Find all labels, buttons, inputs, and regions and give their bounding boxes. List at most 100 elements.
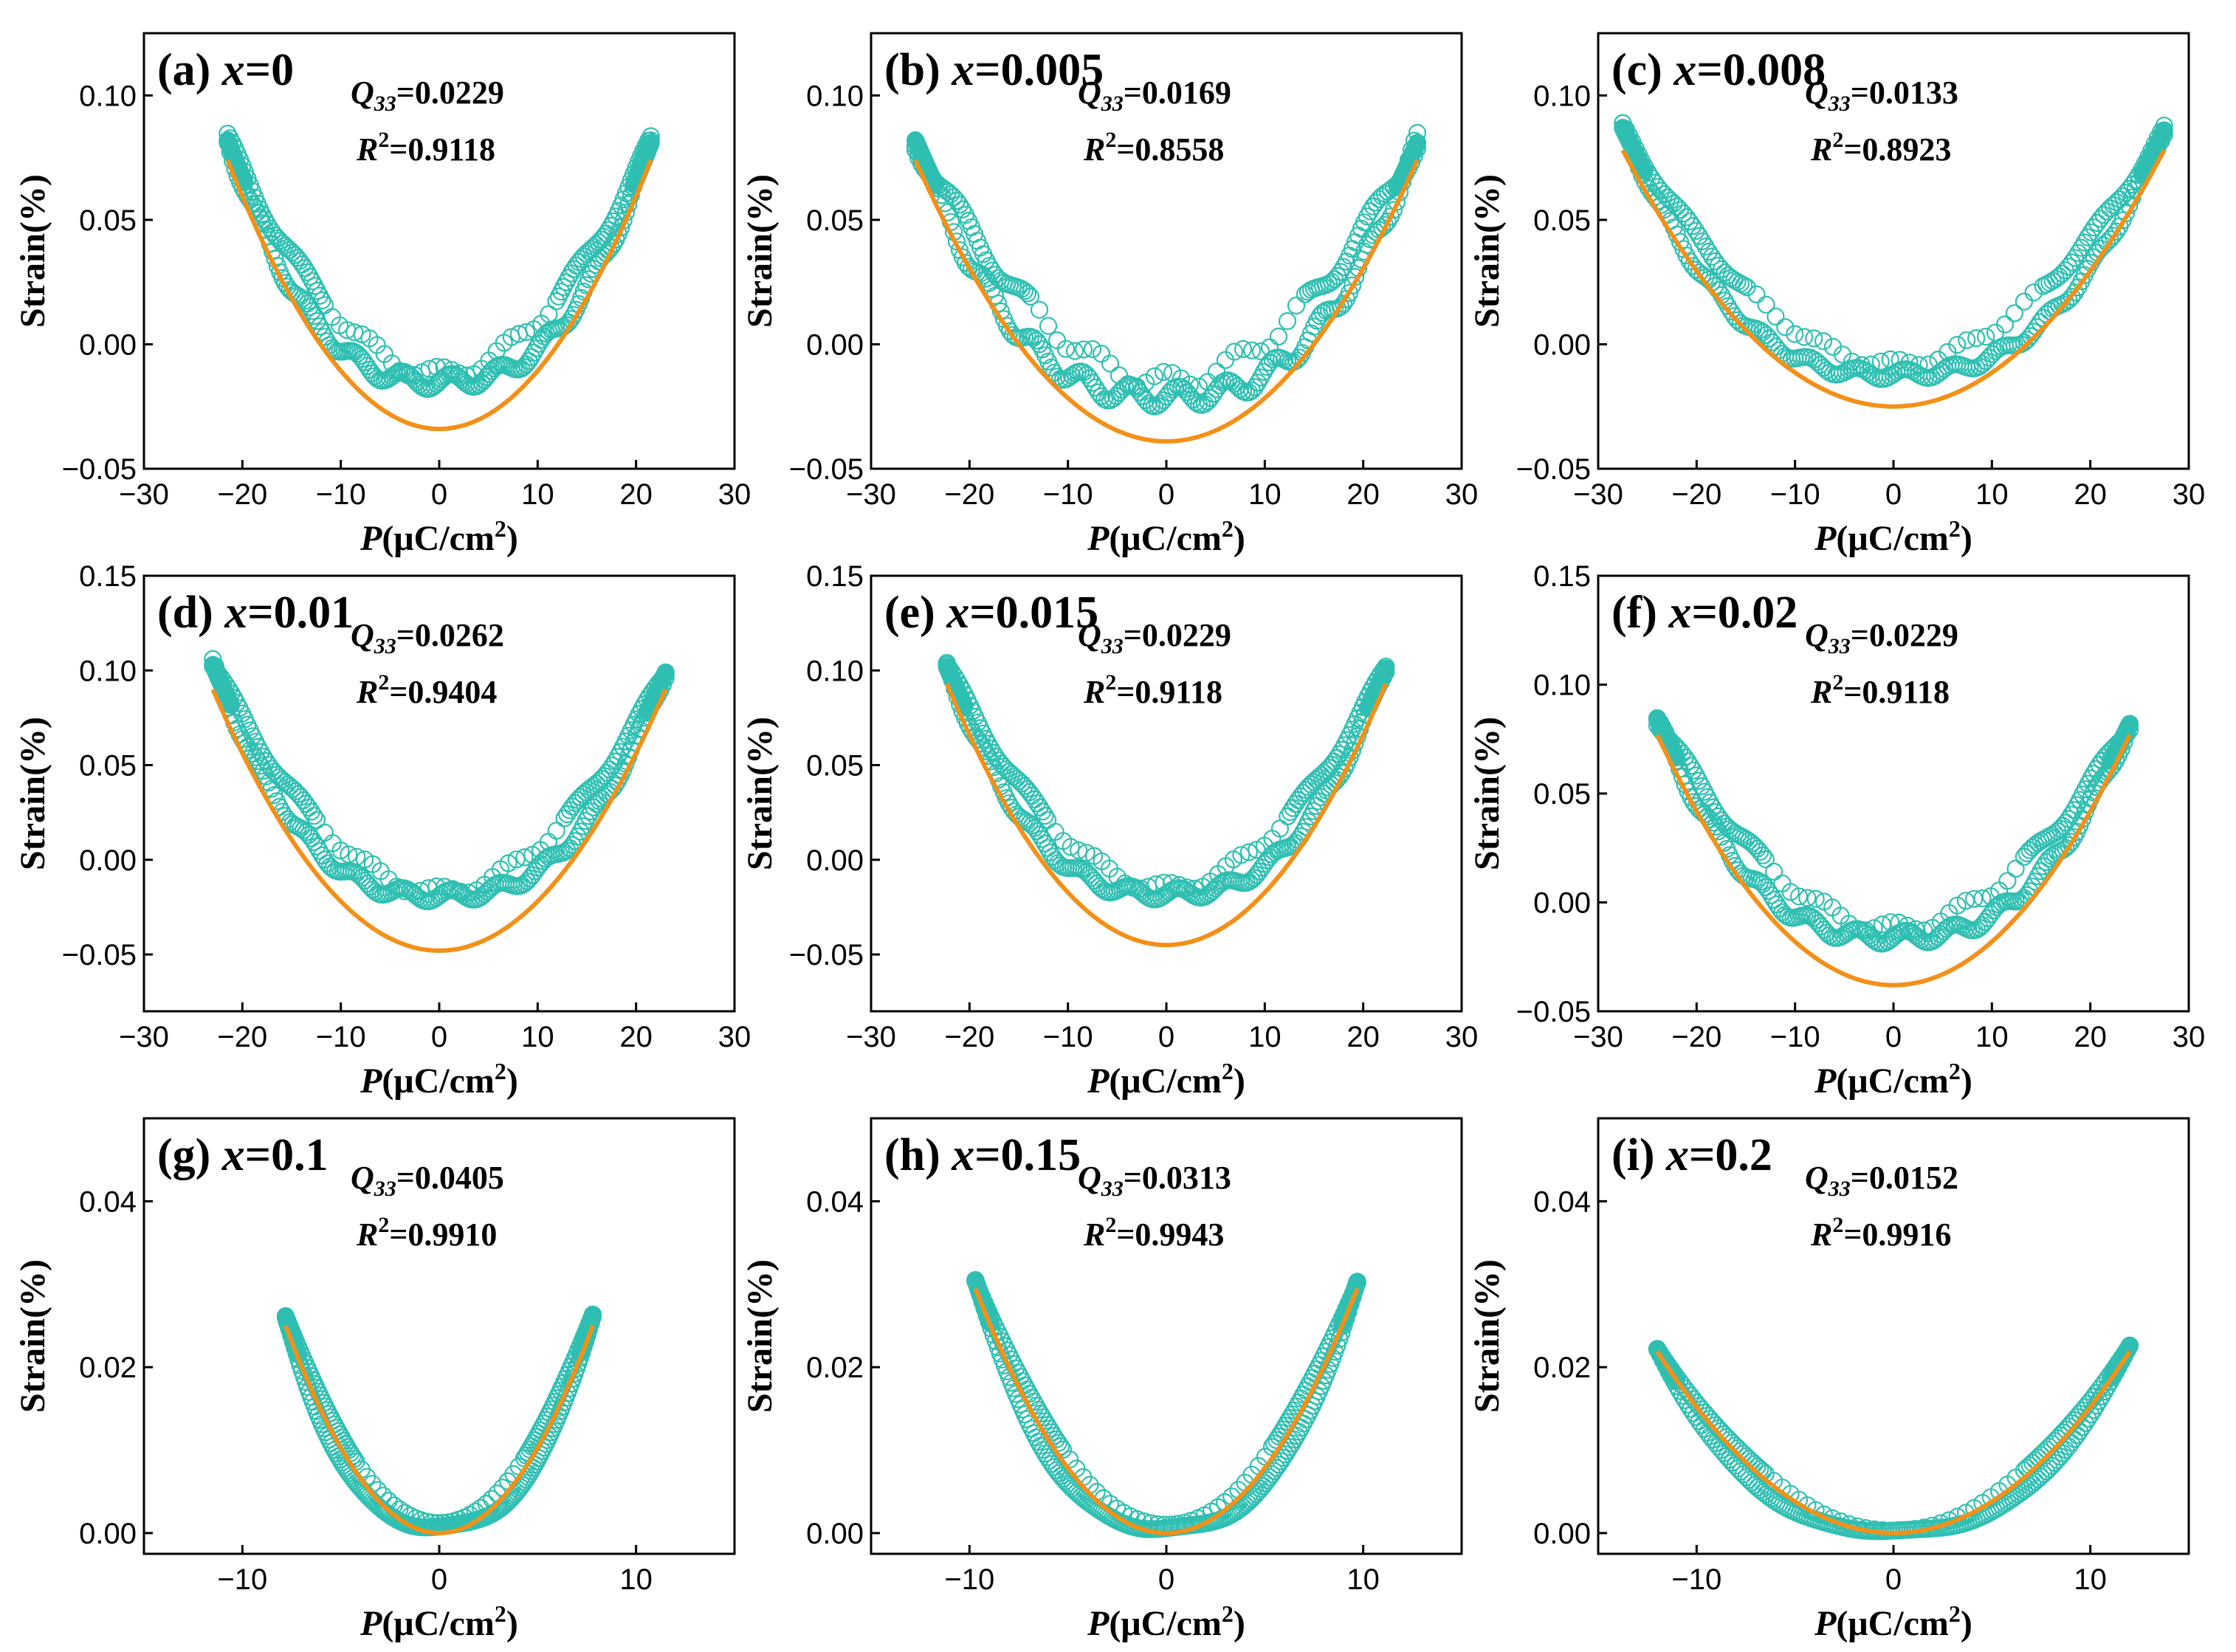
measured-point [1074,363,1093,382]
measured-point [249,751,267,771]
y-tick-label: 0.02 [806,1352,864,1384]
measured-point [2069,244,2088,262]
panel-d: −30 −20 −10 0 10 20 30 −0.05 0.00 0.05 0.10 0.15 Str… [13,560,751,1101]
measured-point [2104,196,2122,215]
measured-point [1862,355,1880,374]
measured-point [579,807,598,825]
measured-point [2082,223,2100,241]
measured-point [1174,380,1194,399]
measured-point [1118,375,1138,393]
measured-point [2065,283,2084,302]
measured-point [2015,333,2033,352]
measured-point [1254,362,1273,381]
measured-point [1136,374,1155,392]
measured-point [1278,312,1297,331]
measured-point [2107,222,2126,241]
x-tick-label: −30 [119,1021,169,1053]
measured-point [1210,376,1229,395]
measured-point [2032,861,2050,881]
measured-point [547,822,565,840]
x-tick-label: 0 [431,1021,447,1053]
measured-point [450,364,469,382]
measured-point [1852,356,1871,374]
fit-curve [1655,1350,2132,1535]
y-tick-label: 0.00 [1533,328,1591,361]
y-tick-label: 0.02 [79,1352,137,1384]
x-tick-label: −10 [1043,478,1093,511]
measured-point [295,259,314,278]
measured-point [906,131,925,150]
y-tick-label: 0.15 [806,560,864,593]
measured-point [605,752,625,771]
measured-point [1900,354,1919,372]
x-tick-label: 10 [2074,1563,2107,1596]
measured-point [340,845,358,864]
measured-point [1680,212,1699,231]
y-axis-title: Strain(%) [13,717,52,870]
measured-point [1251,342,1270,361]
measured-point [1709,256,1727,275]
measured-point [1198,373,1217,391]
measured-point [1377,659,1395,678]
x-axis-title: P(μC/cm2) [1087,1058,1245,1101]
fit-curve [210,688,668,953]
x-axis-title: P(μC/cm2) [360,1600,518,1643]
measured-point [2062,833,2080,851]
measured-point [1767,307,1785,326]
measured-point [1021,287,1040,306]
measured-point [1805,329,1823,348]
measured-point [2104,227,2122,245]
q33-annotation: Q33=0.0313 [1078,1160,1231,1201]
x-axis-title: P(μC/cm2) [360,1058,518,1101]
x-tick-label: 20 [1346,478,1380,511]
y-tick-label: 0.00 [806,844,864,877]
measured-point [1684,257,1702,275]
measured-point [1857,921,1875,940]
y-tick-label: 0.05 [79,750,137,782]
measured-point [1967,329,1986,348]
panel-label: (i) x=0.2 [1611,1130,1772,1180]
measured-point [1239,383,1259,402]
r2-annotation: R2=0.8923 [1810,128,1951,168]
y-axis-title: Strain(%) [1468,717,1507,870]
measured-point [1786,325,1804,343]
measured-point [1092,345,1111,363]
q33-annotation: Q33=0.0229 [1078,617,1231,658]
measured-point [1062,838,1080,856]
measured-point [522,348,540,366]
measured-point [1648,1340,1667,1358]
y-tick-label: 0.05 [79,204,137,237]
measured-point [1973,355,1992,374]
r2-annotation: R2=0.9943 [1083,1213,1224,1253]
measured-point [2029,833,2047,852]
panel-a: −30 −20 −10 0 10 20 30 −0.05 0.00 0.05 0.10 Strain(… [13,32,751,558]
measured-point [1378,212,1397,231]
x-tick-label: 0 [1158,1021,1174,1053]
measured-point [1668,197,1686,216]
y-tick-label: 0.05 [1533,778,1591,810]
measured-point [1719,266,1737,285]
y-tick-label: 0.00 [806,328,864,361]
measured-point [1871,352,1890,371]
measured-point [313,291,331,310]
x-tick-label: 10 [1248,478,1282,511]
measured-point [1232,846,1251,864]
measured-point [2094,206,2113,224]
y-tick-label: 0.00 [79,1518,137,1550]
measured-point [1048,331,1067,350]
measured-point [1798,889,1817,907]
measured-point [1372,187,1392,205]
measured-point [1998,872,2017,890]
panel-label: (b) x=0.005 [884,45,1104,95]
x-tick-label: 30 [718,478,751,511]
measured-point [2024,283,2043,302]
measured-point [276,1308,295,1326]
measured-point [515,848,534,867]
x-tick-label: 0 [1885,1021,1902,1053]
measured-point [2021,327,2040,345]
measured-point [1881,350,1899,368]
measured-point [1719,297,1737,315]
measured-point [1260,1468,1279,1487]
measured-point [583,1307,602,1325]
x-tick-label: −10 [316,478,366,511]
